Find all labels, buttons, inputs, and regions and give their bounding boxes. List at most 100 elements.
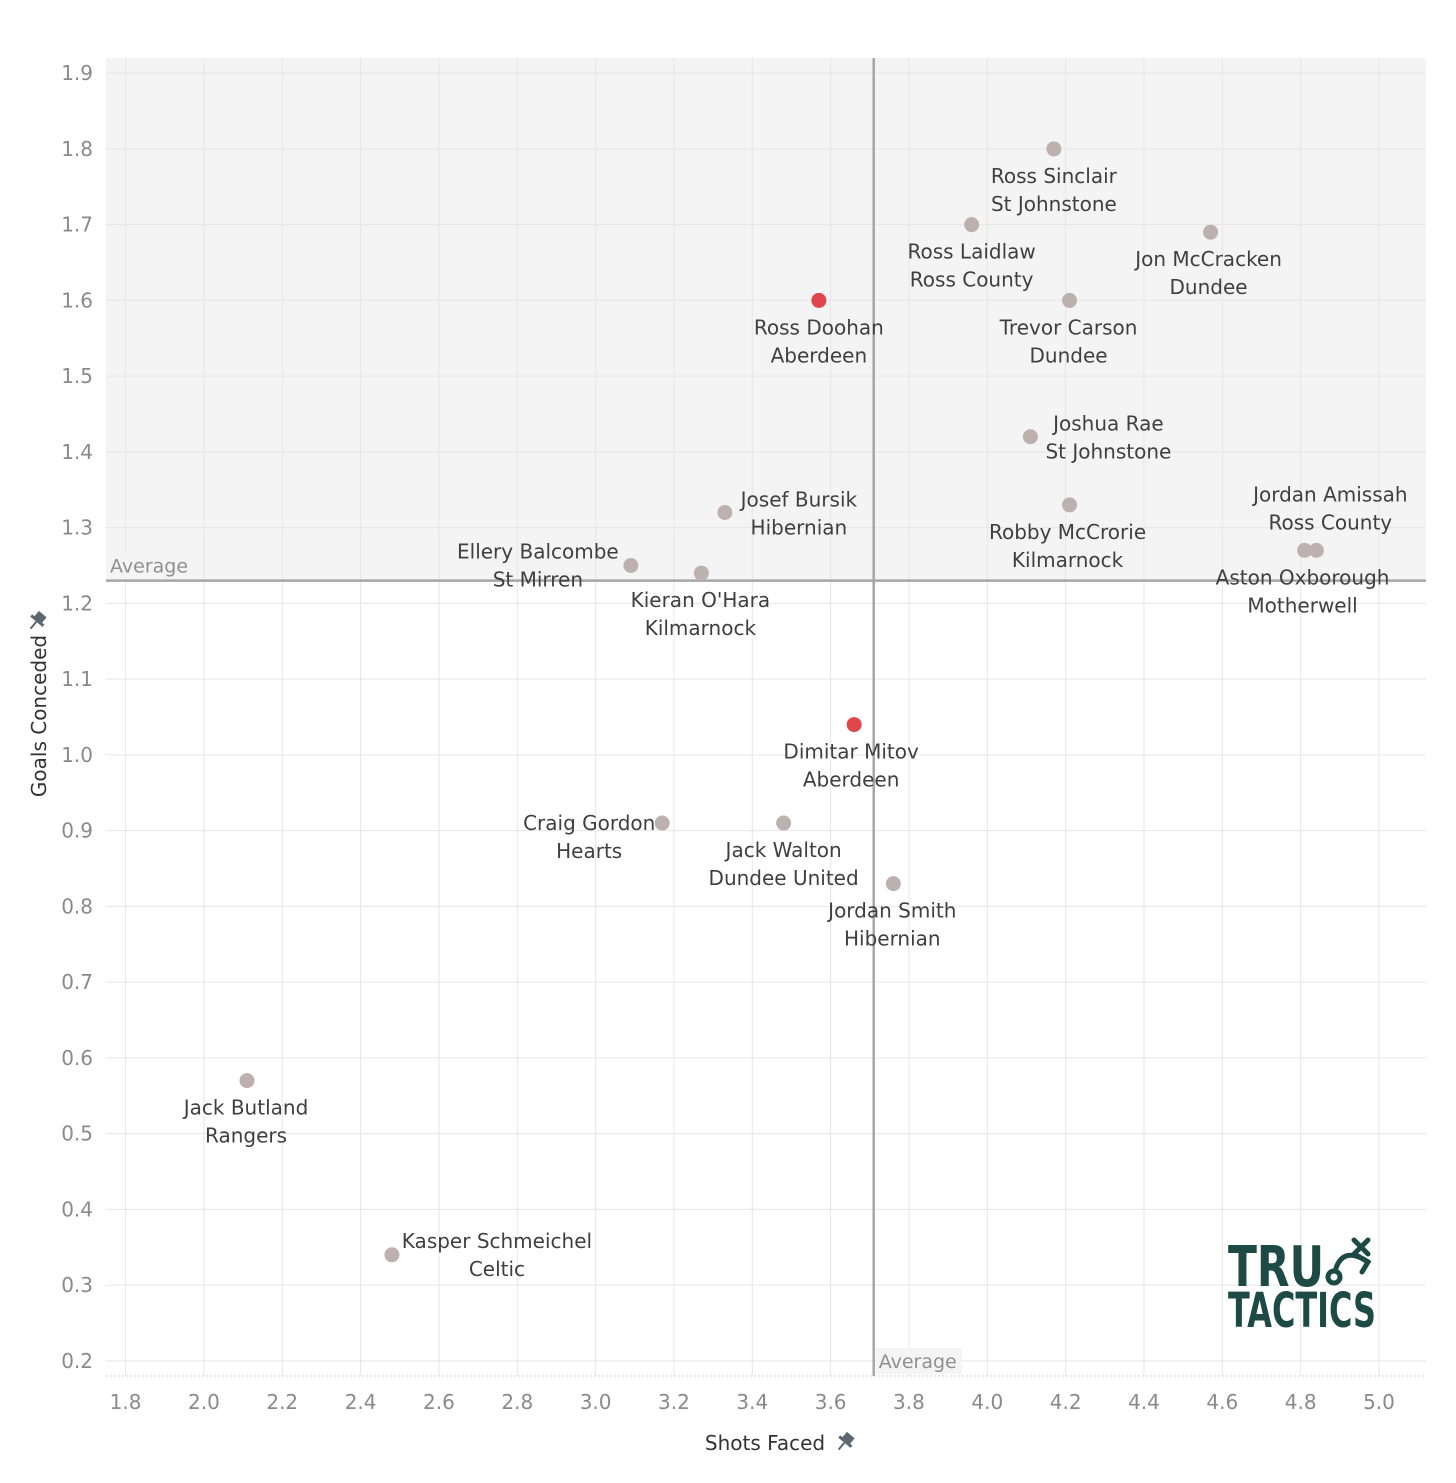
point-label-name: Jordan Amissah <box>1251 482 1407 506</box>
data-points: Ross Sinclair St Johnstone Ross Laidlaw Ros… <box>182 141 1408 1281</box>
svg-text:TRU: TRU <box>1228 1235 1324 1300</box>
point-label-name: Jack Walton <box>724 838 842 862</box>
y-tick-label: 1.9 <box>61 61 93 85</box>
point-label-team: Motherwell <box>1247 593 1357 617</box>
x-tick-label: 3.0 <box>580 1390 612 1414</box>
y-axis-ticks: 0.2 0.3 0.4 0.5 0.6 0.7 0.8 0.9 1.0 1.1 1.2 1.3 1.4 1… <box>61 61 93 1373</box>
above-average-region <box>106 58 1426 581</box>
y-tick-label: 0.7 <box>61 970 93 994</box>
data-point <box>654 815 670 831</box>
average-label-vertical: Average <box>879 1351 957 1373</box>
point-label-team: Kilmarnock <box>645 616 757 640</box>
point-label-name: Robby McCrorie <box>989 520 1146 544</box>
x-tick-label: 1.8 <box>110 1390 142 1414</box>
point-label-name: Ross Doohan <box>754 315 884 339</box>
point-label-name: Kieran O'Hara <box>631 588 771 612</box>
point-label-team: Hibernian <box>751 515 848 539</box>
point-label-team: Ross County <box>1268 510 1392 534</box>
y-tick-label: 0.4 <box>61 1197 93 1221</box>
data-point <box>1297 542 1313 558</box>
y-tick-label: 0.5 <box>61 1122 93 1146</box>
grid <box>106 58 1426 1377</box>
x-tick-label: 3.2 <box>658 1390 690 1414</box>
point-label-team: Hibernian <box>844 927 941 951</box>
point-label-team: Kilmarnock <box>1012 548 1124 572</box>
point-label-name: Ellery Balcombe <box>457 540 619 564</box>
point-label-name: Jack Butland <box>182 1096 309 1120</box>
y-tick-label: 1.3 <box>61 516 93 540</box>
svg-text:TACTICS: TACTICS <box>1228 1283 1376 1339</box>
average-lines: Average Average <box>106 58 1426 1376</box>
x-tick-label: 4.0 <box>971 1390 1003 1414</box>
y-tick-label: 1.2 <box>61 591 93 615</box>
point-label-name: Trevor Carson <box>999 315 1138 339</box>
y-tick-label: 1.6 <box>61 288 93 312</box>
y-tick-label: 1.0 <box>61 743 93 767</box>
y-tick-label: 0.2 <box>61 1349 93 1373</box>
average-label-bg <box>107 552 195 579</box>
x-tick-label: 3.4 <box>736 1390 768 1414</box>
y-tick-label: 1.7 <box>61 213 93 237</box>
point-label-team: Aberdeen <box>771 343 868 367</box>
point-label-team: Aberdeen <box>803 768 900 792</box>
point-label-name: Jon McCracken <box>1133 247 1282 271</box>
x-tick-label: 4.2 <box>1050 1390 1082 1414</box>
point-label-team: Ross County <box>910 268 1034 292</box>
data-point <box>1022 429 1038 445</box>
data-point <box>885 876 901 892</box>
data-point <box>239 1073 255 1089</box>
x-tick-label: 2.4 <box>345 1390 377 1414</box>
data-point <box>1046 141 1062 157</box>
x-tick-label: 2.6 <box>423 1390 455 1414</box>
y-tick-label: 1.4 <box>61 440 93 464</box>
data-point <box>1062 292 1078 308</box>
point-label-team: Rangers <box>205 1124 287 1148</box>
y-tick-label: 1.1 <box>61 667 93 691</box>
data-point <box>1062 497 1078 513</box>
x-tick-label: 4.8 <box>1285 1390 1317 1414</box>
y-axis-pin-icon <box>29 610 47 630</box>
point-label-name: Kasper Schmeichel <box>402 1229 592 1253</box>
point-label-team: St Johnstone <box>991 192 1117 216</box>
data-point <box>776 815 792 831</box>
x-tick-label: 2.0 <box>188 1390 220 1414</box>
y-tick-label: 1.5 <box>61 364 93 388</box>
data-point <box>623 558 639 574</box>
x-tick-label: 4.4 <box>1128 1390 1160 1414</box>
x-axis-title: Shots Faced <box>705 1431 825 1455</box>
point-label-team: Celtic <box>469 1257 525 1281</box>
point-label-team: Dundee <box>1170 275 1248 299</box>
point-label-name: Aston Oxborough <box>1216 565 1390 589</box>
average-label-bg <box>875 1348 962 1374</box>
point-label-name: Jordan Smith <box>826 899 956 923</box>
data-point <box>964 217 980 233</box>
x-tick-label: 5.0 <box>1363 1390 1395 1414</box>
point-label-name: Ross Laidlaw <box>908 240 1036 264</box>
x-tick-label: 2.2 <box>266 1390 298 1414</box>
y-tick-label: 0.6 <box>61 1046 93 1070</box>
data-point <box>846 717 862 733</box>
x-axis-ticks: 1.8 2.0 2.2 2.4 2.6 2.8 3.0 3.2 3.4 3.6 3.8 4.0 4.2 4… <box>110 1390 1395 1414</box>
x-tick-label: 4.6 <box>1206 1390 1238 1414</box>
x-tick-label: 3.8 <box>893 1390 925 1414</box>
y-tick-label: 0.9 <box>61 819 93 843</box>
x-axis-pin-icon <box>837 1431 855 1451</box>
point-label-name: Ross Sinclair <box>991 164 1118 188</box>
point-label-team: St Johnstone <box>1045 440 1171 464</box>
y-axis-title: Goals Conceded <box>27 635 51 797</box>
data-point <box>811 292 827 308</box>
y-tick-label: 0.3 <box>61 1273 93 1297</box>
data-point <box>717 504 733 520</box>
data-point <box>1203 224 1219 240</box>
x-tick-label: 2.8 <box>501 1390 533 1414</box>
average-label-horizontal: Average <box>110 556 188 578</box>
point-label-team: St Mirren <box>493 568 583 592</box>
data-point <box>384 1247 400 1263</box>
data-point <box>693 565 709 581</box>
x-tick-label: 3.6 <box>815 1390 847 1414</box>
y-tick-label: 1.8 <box>61 137 93 161</box>
tactics-play-icon <box>1325 1237 1372 1286</box>
point-label-name: Dimitar Mitov <box>783 740 919 764</box>
point-label-name: Craig Gordon <box>523 811 655 835</box>
